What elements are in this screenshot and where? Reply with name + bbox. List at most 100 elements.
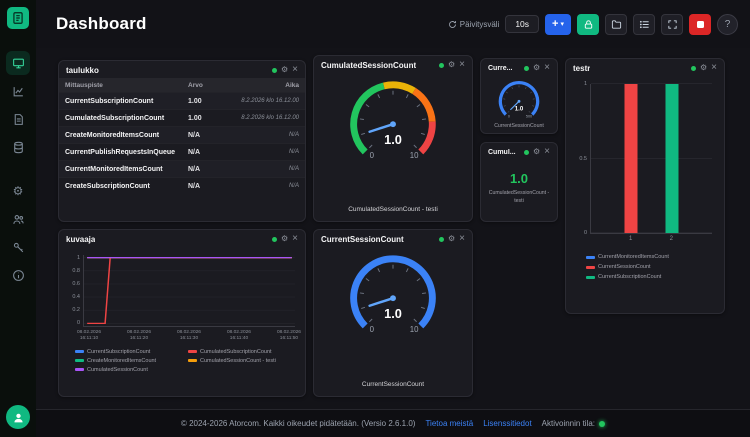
status-dot	[271, 236, 277, 242]
panel-header: testr ⚙ ×	[566, 59, 724, 76]
panel-kuvaaja: kuvaaja ⚙ × 0 0.2 0.4 0.6 0.8 1 08.02.2026 16:…	[58, 229, 306, 397]
panel-title: testr	[573, 63, 591, 73]
panel-header: Cumul... ⚙ ×	[481, 143, 557, 160]
legend-item[interactable]: CumulatedSessionCount	[75, 367, 184, 373]
activation-status-label: Aktivoinnin tila:	[541, 419, 596, 428]
topbar: Dashboard Päivitysväli 10s + ▾	[36, 0, 750, 48]
status-dot	[523, 65, 529, 71]
bar-legend: CurrentMonitoredItemsCount CurrentSession…	[586, 254, 724, 280]
legend-label: CumulatedSessionCount - testi	[200, 357, 276, 364]
sidebar-item-keys[interactable]	[6, 235, 30, 259]
x-tick: 08.02.2026 16:11:40	[226, 330, 251, 342]
panel-settings-button[interactable]: ⚙	[280, 234, 289, 243]
measurements-table-body: CurrentSubscriptionCount 1.00 8.2.2026 klo…	[59, 92, 305, 194]
measurements-table: Mittauspiste Arvo Aika CurrentSubscripti…	[59, 78, 305, 194]
svg-text:1.0: 1.0	[384, 132, 402, 147]
panel-settings-button[interactable]: ⚙	[447, 234, 456, 243]
panel-settings-button[interactable]: ⚙	[447, 60, 456, 69]
panel-header: CumulatedSessionCount ⚙ ×	[314, 56, 472, 73]
refresh-interval-label: Päivitysväli	[448, 20, 499, 29]
add-panel-button[interactable]: + ▾	[545, 13, 571, 35]
dashboard-grid: taulukko ⚙ × Mittauspiste Arvo Aika Curr…	[36, 48, 750, 409]
svg-text:0: 0	[508, 114, 510, 118]
panel-close-button[interactable]: ×	[544, 146, 550, 157]
panel-title: CurrentSessionCount	[321, 234, 404, 244]
table-row: CreateSubscriptionCount N/A N/A	[59, 177, 305, 194]
stop-icon	[696, 20, 704, 28]
license-link[interactable]: Lisenssitiedot	[483, 419, 532, 428]
legend-item[interactable]: CurrentSubscriptionCount	[586, 274, 724, 280]
sidebar-item-data[interactable]	[6, 135, 30, 159]
table-row: CurrentPublishRequestsInQueue N/A N/A	[59, 143, 305, 161]
col-mittauspiste: Mittauspiste	[59, 78, 182, 93]
gauge-label: CurrentSessionCount	[361, 380, 425, 388]
legend-item[interactable]: CurrentMonitoredItemsCount	[586, 254, 724, 260]
refresh-icon	[448, 20, 456, 28]
line-xticks: 08.02.2026 16:11:10 08.02.2026 16:11:20 08.0…	[77, 330, 301, 343]
lock-button[interactable]	[577, 13, 599, 35]
sidebar-item-users[interactable]	[6, 207, 30, 231]
panel-title: kuvaaja	[66, 234, 96, 244]
activation-status-dot	[599, 420, 606, 427]
panel-header: Curre... ⚙ ×	[481, 59, 557, 76]
panel-close-button[interactable]: ×	[711, 62, 717, 73]
status-dot	[690, 65, 696, 71]
activation-status: Aktivoinnin tila:	[541, 419, 606, 428]
about-link[interactable]: Tietoa meistä	[425, 419, 474, 428]
user-avatar[interactable]	[6, 405, 30, 429]
info-icon	[12, 269, 24, 281]
table-row: CurrentSubscriptionCount 1.00 8.2.2026 klo…	[59, 92, 305, 110]
legend-label: CurrentMonitoredItemsCount	[598, 254, 669, 260]
fullscreen-button[interactable]	[661, 13, 683, 35]
fullscreen-icon	[667, 19, 677, 29]
panel-settings-button[interactable]: ⚙	[280, 65, 289, 74]
panel-settings-button[interactable]: ⚙	[699, 63, 708, 72]
legend-swatch	[75, 359, 84, 363]
record-stop-button[interactable]	[689, 13, 711, 35]
legend-item[interactable]: CumulatedSubscriptionCount	[188, 349, 297, 355]
panel-header: kuvaaja ⚙ ×	[59, 230, 305, 247]
panel-close-button[interactable]: ×	[459, 233, 465, 244]
panel-close-button[interactable]: ×	[292, 64, 298, 75]
panel-close-button[interactable]: ×	[292, 233, 298, 244]
panel-settings-button[interactable]: ⚙	[532, 63, 541, 72]
help-button[interactable]: ?	[717, 13, 738, 35]
users-icon	[12, 214, 24, 224]
legend-item[interactable]: CurrentSessionCount	[586, 264, 724, 270]
panel-close-button[interactable]: ×	[459, 59, 465, 70]
sidebar-item-dashboard[interactable]	[6, 51, 30, 75]
sidebar: ⚙	[0, 0, 36, 437]
sidebar-item-info[interactable]	[6, 263, 30, 287]
panel-title: Cumul...	[488, 148, 516, 156]
line-chart-icon	[13, 86, 23, 96]
panel-currentsessioncount-small: Curre... ⚙ × 1.0 0 500 CurrentSessionCount	[480, 58, 558, 134]
chevron-down-icon: ▾	[560, 21, 564, 28]
database-icon	[13, 141, 23, 153]
legend-item[interactable]: CurrentSubscriptionCount	[75, 349, 184, 355]
plus-icon: +	[552, 18, 559, 30]
dashboard-icon	[12, 58, 24, 68]
bar	[624, 84, 638, 233]
legend-swatch	[586, 265, 595, 269]
legend-item[interactable]: CreateMonitoredItemsCount	[75, 358, 184, 364]
sidebar-item-settings[interactable]: ⚙	[6, 179, 30, 203]
sidebar-item-reports[interactable]	[6, 107, 30, 131]
panel-settings-button[interactable]: ⚙	[532, 147, 541, 156]
gauge-label: CurrentSessionCount	[494, 122, 544, 129]
col-aika: Aika	[226, 78, 305, 93]
list-button[interactable]	[633, 13, 655, 35]
panel-close-button[interactable]: ×	[544, 62, 550, 73]
svg-text:10: 10	[410, 151, 419, 160]
panel-title: Curre...	[488, 64, 513, 72]
panel-taulukko: taulukko ⚙ × Mittauspiste Arvo Aika Curr…	[58, 60, 306, 222]
app-logo[interactable]	[7, 7, 29, 29]
sidebar-item-charts[interactable]	[6, 79, 30, 103]
legend-item[interactable]: CumulatedSessionCount - testi	[188, 358, 297, 364]
legend-swatch	[586, 255, 595, 259]
folder-button[interactable]	[605, 13, 627, 35]
panel-cumulatedsessioncount-gauge: CumulatedSessionCount ⚙ × 1.0 0 10 Cumulat…	[313, 55, 473, 222]
refresh-interval-select[interactable]: 10s	[505, 15, 540, 33]
